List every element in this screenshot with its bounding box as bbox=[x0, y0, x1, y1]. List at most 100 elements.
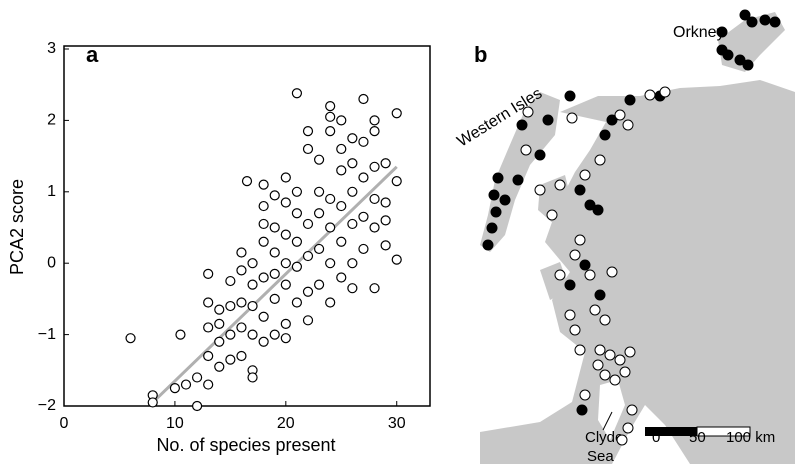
point bbox=[169, 383, 181, 394]
point bbox=[336, 115, 347, 126]
point bbox=[391, 254, 402, 265]
site bbox=[592, 359, 604, 371]
site bbox=[624, 346, 636, 358]
panel-label: b bbox=[474, 42, 487, 67]
site bbox=[569, 324, 581, 336]
site bbox=[534, 184, 546, 196]
clyde-arrow bbox=[602, 411, 613, 431]
point bbox=[203, 350, 214, 362]
point bbox=[225, 329, 236, 340]
point bbox=[336, 143, 347, 155]
trend-line bbox=[151, 165, 398, 404]
point bbox=[214, 318, 225, 329]
point bbox=[241, 175, 253, 187]
point bbox=[236, 247, 247, 258]
site bbox=[499, 194, 511, 206]
point bbox=[280, 279, 291, 290]
site bbox=[564, 90, 576, 102]
point bbox=[214, 336, 225, 347]
site bbox=[482, 239, 494, 251]
point bbox=[203, 268, 214, 280]
point bbox=[258, 311, 269, 322]
site bbox=[604, 349, 616, 361]
point bbox=[358, 93, 369, 105]
site bbox=[566, 112, 578, 124]
y-tick-label: −1 bbox=[38, 326, 56, 343]
point bbox=[358, 211, 369, 222]
point bbox=[347, 218, 358, 230]
site bbox=[609, 374, 621, 386]
point bbox=[369, 283, 380, 294]
site bbox=[614, 109, 626, 121]
y-tick-label: −2 bbox=[38, 397, 56, 414]
site bbox=[584, 199, 596, 211]
point bbox=[269, 247, 280, 258]
y-tick-label: 0 bbox=[47, 254, 56, 271]
y-axis-label: PCA2 score bbox=[7, 179, 27, 275]
site bbox=[622, 422, 634, 434]
site bbox=[554, 179, 566, 191]
site bbox=[520, 144, 532, 156]
scatter-panel: a No. of species present PCA2 score 0 10 2… bbox=[7, 40, 431, 455]
point bbox=[302, 218, 314, 230]
site bbox=[616, 434, 628, 446]
point bbox=[313, 154, 325, 165]
site bbox=[589, 304, 601, 316]
scale-bar-white bbox=[696, 426, 751, 437]
point bbox=[347, 258, 358, 269]
point bbox=[214, 361, 225, 372]
point bbox=[336, 236, 347, 247]
point bbox=[325, 111, 336, 122]
scale-label: 50 bbox=[689, 429, 706, 446]
scale-bar-black bbox=[645, 427, 697, 436]
point bbox=[269, 293, 280, 304]
point bbox=[291, 186, 303, 197]
point bbox=[325, 258, 336, 269]
point bbox=[369, 126, 380, 137]
site bbox=[606, 266, 618, 278]
point bbox=[369, 161, 380, 172]
point bbox=[258, 179, 269, 190]
site bbox=[576, 404, 588, 416]
site bbox=[579, 259, 591, 271]
site bbox=[622, 119, 634, 131]
point bbox=[391, 108, 402, 119]
site bbox=[584, 269, 596, 281]
site bbox=[734, 54, 746, 66]
site bbox=[574, 184, 586, 196]
point bbox=[369, 115, 380, 126]
site bbox=[624, 94, 636, 106]
panel-label: a bbox=[86, 42, 99, 67]
site bbox=[742, 59, 754, 71]
point bbox=[325, 193, 336, 205]
point bbox=[280, 318, 291, 329]
site bbox=[534, 149, 546, 161]
point bbox=[347, 186, 358, 197]
point bbox=[302, 143, 314, 155]
map-panel: b Orkney Western Isles Clyde Sea 0 50 10… bbox=[454, 9, 795, 465]
x-tick-label: 10 bbox=[166, 415, 184, 432]
point bbox=[280, 197, 291, 208]
point bbox=[191, 372, 203, 383]
site bbox=[579, 389, 591, 401]
x-tick-label: 30 bbox=[388, 415, 406, 432]
site bbox=[522, 106, 534, 118]
point bbox=[180, 379, 192, 390]
site bbox=[599, 129, 611, 141]
point bbox=[302, 286, 314, 297]
site bbox=[659, 86, 671, 98]
site bbox=[606, 114, 618, 126]
point bbox=[291, 236, 303, 247]
site bbox=[574, 344, 586, 356]
point bbox=[336, 272, 347, 283]
site bbox=[546, 209, 558, 221]
site bbox=[619, 366, 631, 378]
site bbox=[490, 206, 502, 218]
site bbox=[574, 234, 586, 246]
point bbox=[225, 354, 236, 365]
site bbox=[759, 14, 771, 26]
point bbox=[347, 283, 358, 294]
site bbox=[746, 16, 758, 28]
site bbox=[594, 344, 606, 356]
point bbox=[258, 236, 269, 247]
